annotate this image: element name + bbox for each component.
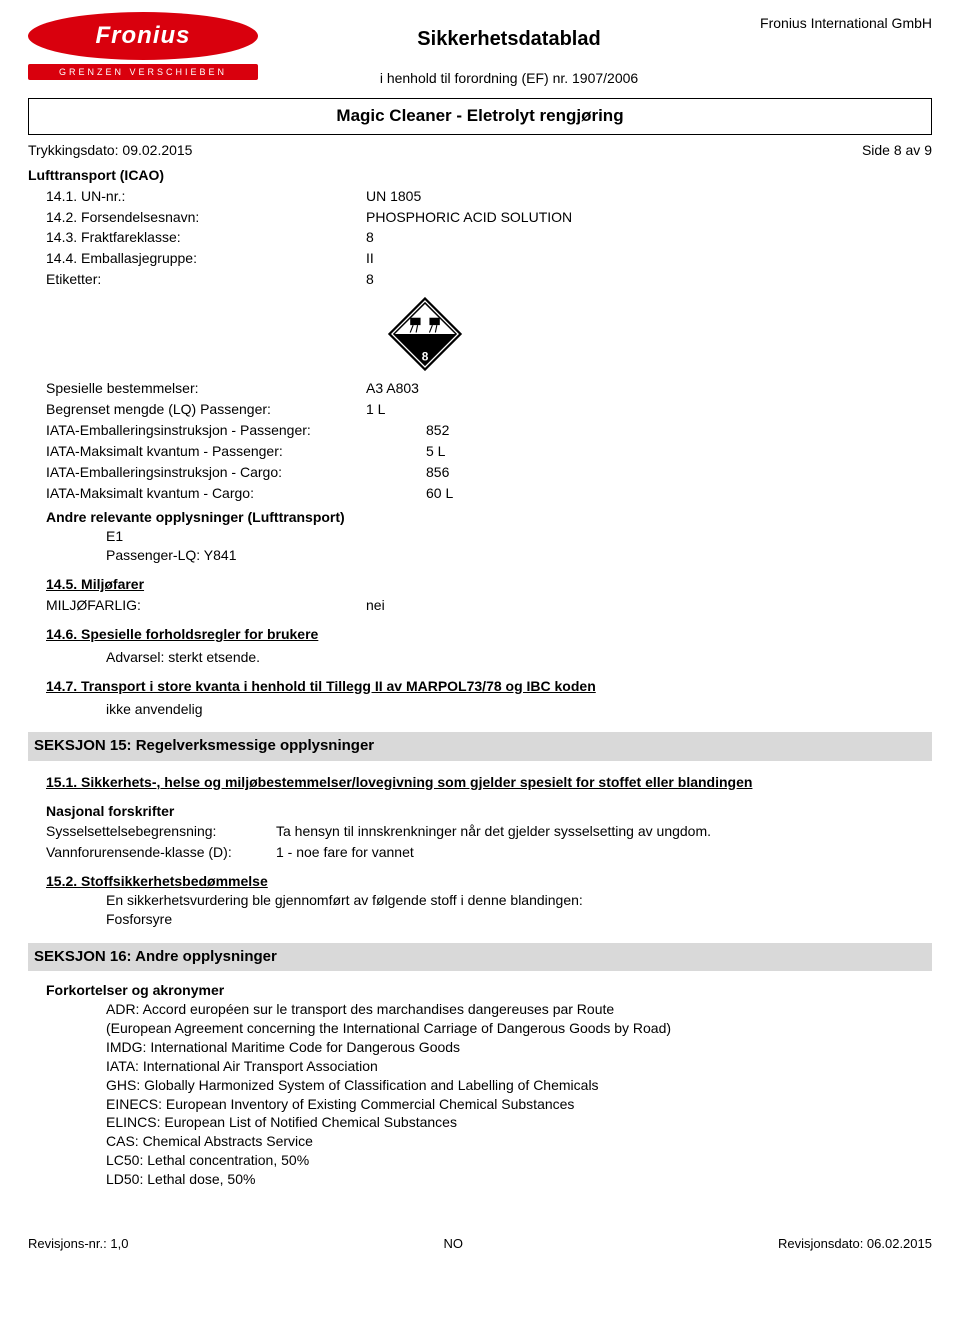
footer-left: Revisjons-nr.: 1,0 — [28, 1235, 128, 1253]
meta-row: Trykkingsdato: 09.02.2015 Side 8 av 9 — [28, 141, 932, 160]
s15-value: Ta hensyn til innskrenkninger når det gj… — [276, 822, 932, 841]
s14-7-text: ikke anvendelig — [106, 700, 932, 719]
doc-subtitle: i henhold til forordning (EF) nr. 1907/2… — [258, 69, 760, 88]
icao-label: 14.3. Fraktfareklasse: — [46, 228, 366, 247]
page: Fronius GRENZEN VERSCHIEBEN Sikkerhetsda… — [0, 0, 960, 1273]
special-label: IATA-Emballeringsinstruksjon - Passenger… — [46, 421, 366, 440]
special-row: Spesielle bestemmelser:A3 A803 — [46, 379, 932, 398]
s14-6-heading: 14.6. Spesielle forholdsregler for bruke… — [46, 625, 932, 644]
special-row: IATA-Maksimalt kvantum - Passenger: 5 L — [46, 442, 932, 461]
logo-block: Fronius GRENZEN VERSCHIEBEN — [28, 12, 258, 80]
s15-label: Sysselsettelsebegrensning: — [46, 822, 276, 841]
icao-row: 14.2. Forsendelsesnavn:PHOSPHORIC ACID S… — [46, 208, 932, 227]
icao-row: Etiketter:8 — [46, 270, 932, 289]
icao-row: 14.4. Emballasjegruppe:II — [46, 249, 932, 268]
s16-line: (European Agreement concerning the Inter… — [106, 1019, 932, 1038]
s16-line: ELINCS: European List of Notified Chemic… — [106, 1113, 932, 1132]
special-row: IATA-Emballeringsinstruksjon - Cargo: 856 — [46, 463, 932, 482]
special-label: IATA-Emballeringsinstruksjon - Cargo: — [46, 463, 366, 482]
page-number: Side 8 av 9 — [862, 141, 932, 160]
s15-1-heading: 15.1. Sikkerhets-, helse og miljøbestemm… — [46, 773, 932, 792]
svg-text:8: 8 — [422, 350, 429, 364]
env-hazard-row: MILJØFARLIG: nei — [46, 596, 932, 615]
header: Fronius GRENZEN VERSCHIEBEN Sikkerhetsda… — [28, 12, 932, 88]
s15-value: 1 - noe fare for vannet — [276, 843, 932, 862]
s15-label: Vannforurensende-klasse (D): — [46, 843, 276, 862]
s14-6-text: Advarsel: sterkt etsende. — [106, 648, 932, 667]
product-title-box: Magic Cleaner - Eletrolyt rengjøring — [28, 98, 932, 135]
logo-oval: Fronius — [28, 12, 258, 60]
s16-line: GHS: Globally Harmonized System of Class… — [106, 1076, 932, 1095]
s16-line: CAS: Chemical Abstracts Service — [106, 1132, 932, 1151]
special-value: A3 A803 — [366, 379, 419, 398]
doc-title: Sikkerhetsdatablad — [258, 26, 760, 53]
special-label: Spesielle bestemmelser: — [46, 379, 366, 398]
s15-row: Vannforurensende-klasse (D):1 - noe fare… — [46, 843, 932, 862]
env-hazard-value: nei — [366, 596, 385, 615]
print-date: Trykkingsdato: 09.02.2015 — [28, 141, 192, 160]
s16-line: IMDG: International Maritime Code for Da… — [106, 1038, 932, 1057]
special-label: IATA-Maksimalt kvantum - Passenger: — [46, 442, 366, 461]
hazard-diamond-icon: 8 — [388, 297, 462, 371]
icao-heading: Lufttransport (ICAO) — [28, 166, 932, 185]
s14-7-heading: 14.7. Transport i store kvanta i henhold… — [46, 677, 932, 696]
other-air-line: Passenger-LQ: Y841 — [106, 546, 932, 565]
footer: Revisjons-nr.: 1,0 NO Revisjonsdato: 06.… — [28, 1229, 932, 1253]
s16-line: EINECS: European Inventory of Existing C… — [106, 1095, 932, 1114]
footer-right: Revisjonsdato: 06.02.2015 — [778, 1235, 932, 1253]
other-air-heading: Andre relevante opplysninger (Lufttransp… — [46, 508, 932, 527]
icao-value: II — [366, 249, 374, 268]
icao-row: 14.3. Fraktfareklasse:8 — [46, 228, 932, 247]
icao-value: 8 — [366, 270, 374, 289]
s16-line: IATA: International Air Transport Associ… — [106, 1057, 932, 1076]
icao-value: PHOSPHORIC ACID SOLUTION — [366, 208, 572, 227]
logo-text: Fronius — [96, 20, 191, 52]
s14-5-heading: 14.5. Miljøfarer — [46, 575, 932, 594]
special-row: Begrenset mengde (LQ) Passenger:1 L — [46, 400, 932, 419]
s16-line: ADR: Accord européen sur le transport de… — [106, 1000, 932, 1019]
icao-value: UN 1805 — [366, 187, 421, 206]
special-row: IATA-Emballeringsinstruksjon - Passenger… — [46, 421, 932, 440]
company-name: Fronius International GmbH — [760, 14, 932, 33]
s15-2-line: Fosforsyre — [106, 910, 932, 929]
icao-row: 14.1. UN-nr.:UN 1805 — [46, 187, 932, 206]
logo-tagline: GRENZEN VERSCHIEBEN — [28, 64, 258, 80]
other-air-line: E1 — [106, 527, 932, 546]
icao-label: 14.4. Emballasjegruppe: — [46, 249, 366, 268]
special-label: IATA-Maksimalt kvantum - Cargo: — [46, 484, 366, 503]
special-label: Begrenset mengde (LQ) Passenger: — [46, 400, 366, 419]
s15-row: Sysselsettelsebegrensning:Ta hensyn til … — [46, 822, 932, 841]
s16-line: LC50: Lethal concentration, 50% — [106, 1151, 932, 1170]
footer-center: NO — [443, 1235, 463, 1253]
section15-bar: SEKSJON 15: Regelverksmessige opplysning… — [28, 732, 932, 760]
icao-label: 14.1. UN-nr.: — [46, 187, 366, 206]
title-center: Sikkerhetsdatablad i henhold til forordn… — [258, 12, 760, 88]
national-heading: Nasjonal forskrifter — [46, 802, 932, 821]
s15-2-heading: 15.2. Stoffsikkerhetsbedømmelse — [46, 872, 932, 891]
special-row: IATA-Maksimalt kvantum - Cargo: 60 L — [46, 484, 932, 503]
icao-label: 14.2. Forsendelsesnavn: — [46, 208, 366, 227]
env-hazard-label: MILJØFARLIG: — [46, 596, 366, 615]
abbrev-heading: Forkortelser og akronymer — [46, 981, 932, 1000]
icao-value: 8 — [366, 228, 374, 247]
icao-label: Etiketter: — [46, 270, 366, 289]
special-value: 1 L — [366, 400, 385, 419]
special-value: 60 L — [426, 484, 453, 503]
special-value: 5 L — [426, 442, 445, 461]
special-value: 852 — [426, 421, 449, 440]
section16-bar: SEKSJON 16: Andre opplysninger — [28, 943, 932, 971]
s15-2-line: En sikkerhetsvurdering ble gjennomført a… — [106, 891, 932, 910]
s16-line: LD50: Lethal dose, 50% — [106, 1170, 932, 1189]
special-value: 856 — [426, 463, 449, 482]
